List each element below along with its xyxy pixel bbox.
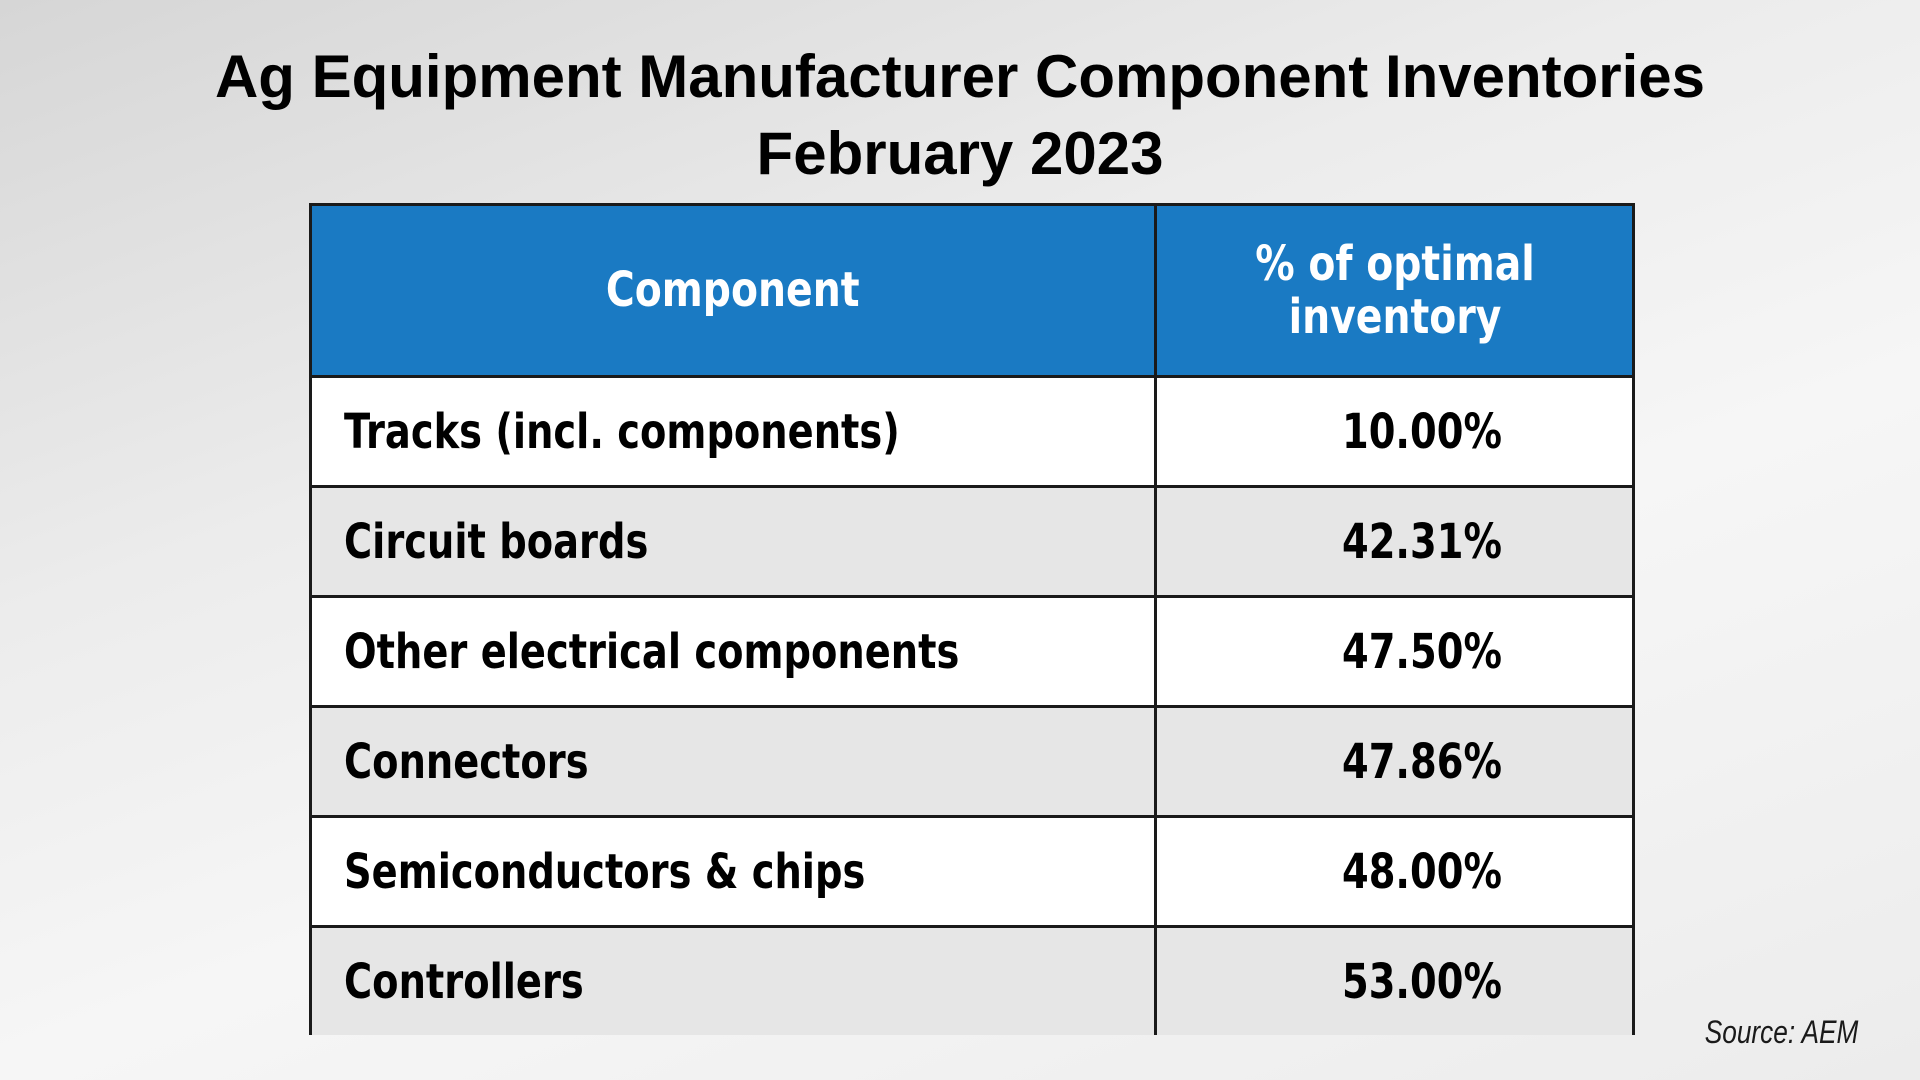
- percent-value: 47.50%: [1342, 623, 1502, 680]
- table-row: Connectors 47.86%: [312, 708, 1632, 818]
- column-header-component: Component: [606, 262, 860, 319]
- component-cell: Semiconductors & chips: [312, 818, 1157, 925]
- table-header-row: Component % of optimal inventory: [312, 206, 1632, 378]
- component-label: Semiconductors & chips: [344, 843, 866, 900]
- percent-cell: 53.00%: [1157, 928, 1632, 1035]
- table-row: Tracks (incl. components) 10.00%: [312, 378, 1632, 488]
- component-label: Connectors: [344, 733, 589, 790]
- table-row: Circuit boards 42.31%: [312, 488, 1632, 598]
- table-row: Semiconductors & chips 48.00%: [312, 818, 1632, 928]
- percent-value: 47.86%: [1342, 733, 1502, 790]
- source-note: Source: AEM: [1704, 1014, 1858, 1050]
- component-cell: Other electrical components: [312, 598, 1157, 705]
- percent-cell: 42.31%: [1157, 488, 1632, 595]
- component-label: Tracks (incl. components): [344, 403, 900, 460]
- component-cell: Circuit boards: [312, 488, 1157, 595]
- percent-value: 48.00%: [1342, 843, 1502, 900]
- chart-title: Ag Equipment Manufacturer Component Inve…: [214, 43, 1706, 110]
- percent-value: 42.31%: [1342, 513, 1502, 570]
- component-cell: Controllers: [312, 928, 1157, 1035]
- percent-value: 10.00%: [1342, 403, 1502, 460]
- component-cell: Connectors: [312, 708, 1157, 815]
- component-label: Controllers: [344, 953, 584, 1010]
- inventory-table: Component % of optimal inventory Tracks …: [309, 203, 1635, 1035]
- component-label: Other electrical components: [344, 623, 960, 680]
- component-cell: Tracks (incl. components): [312, 378, 1157, 485]
- component-label: Circuit boards: [344, 513, 649, 570]
- percent-cell: 47.50%: [1157, 598, 1632, 705]
- chart-subtitle: February 2023: [756, 120, 1164, 187]
- percent-cell: 48.00%: [1157, 818, 1632, 925]
- percent-cell: 10.00%: [1157, 378, 1632, 485]
- header-cell-percent: % of optimal inventory: [1157, 206, 1632, 375]
- percent-value: 53.00%: [1342, 953, 1502, 1010]
- table-row: Controllers 53.00%: [312, 928, 1632, 1035]
- table-row: Other electrical components 47.50%: [312, 598, 1632, 708]
- percent-cell: 47.86%: [1157, 708, 1632, 815]
- column-header-percent: % of optimal inventory: [1254, 235, 1535, 345]
- header-cell-component: Component: [312, 206, 1157, 375]
